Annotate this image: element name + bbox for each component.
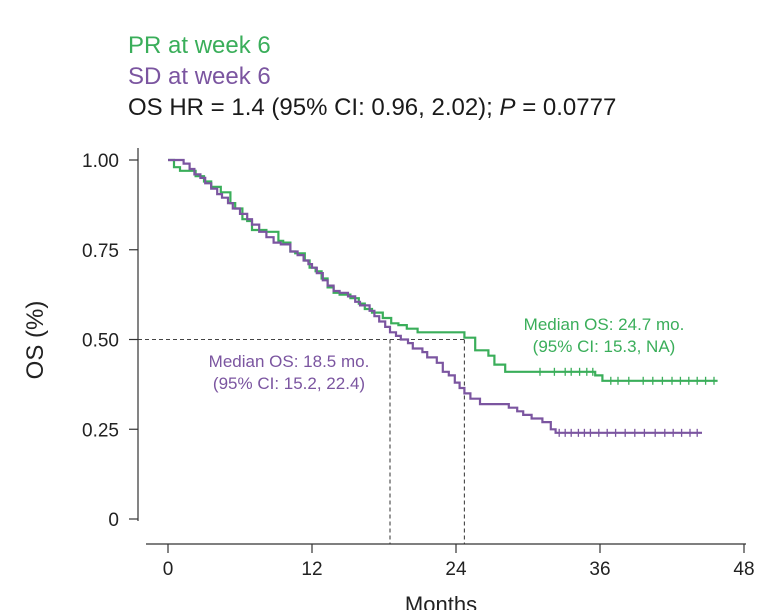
median-annotation-pr: (95% CI: 15.3, NA) [533,337,676,356]
y-tick-label: 0.25 [82,420,119,441]
y-tick-label: 0.75 [82,241,119,262]
x-tick-label: 0 [163,559,174,580]
km-curve-pr [168,158,718,382]
x-tick-label: 12 [301,559,322,580]
hazard-ratio-prefix: OS HR = 1.4 (95% CI: 0.96, 2.02); [128,94,500,121]
y-tick-label: 0 [108,510,119,531]
y-tick-label: 0.50 [82,331,119,352]
x-tick-label: 48 [733,559,754,580]
median-annotation-sd: (95% CI: 15.2, 22.4) [213,374,365,393]
y-tick-label: 1.00 [82,151,119,172]
p-value-text: = 0.0777 [515,94,617,121]
legend-entry-pr: PR at week 6 [128,32,271,59]
x-tick-label: 36 [589,559,610,580]
y-axis-label: OS (%) [22,301,49,380]
p-value-symbol: P [499,94,516,121]
legend-entry-sd: SD at week 6 [128,63,271,90]
hazard-ratio-text: OS HR = 1.4 (95% CI: 0.96, 2.02); P = 0.… [128,93,616,123]
x-tick-label: 24 [445,559,467,580]
median-annotation-pr: Median OS: 24.7 mo. [524,315,685,334]
median-annotation-sd: Median OS: 18.5 mo. [209,352,370,371]
km-curve-sd [168,158,702,434]
x-axis-label: Months [405,592,477,610]
